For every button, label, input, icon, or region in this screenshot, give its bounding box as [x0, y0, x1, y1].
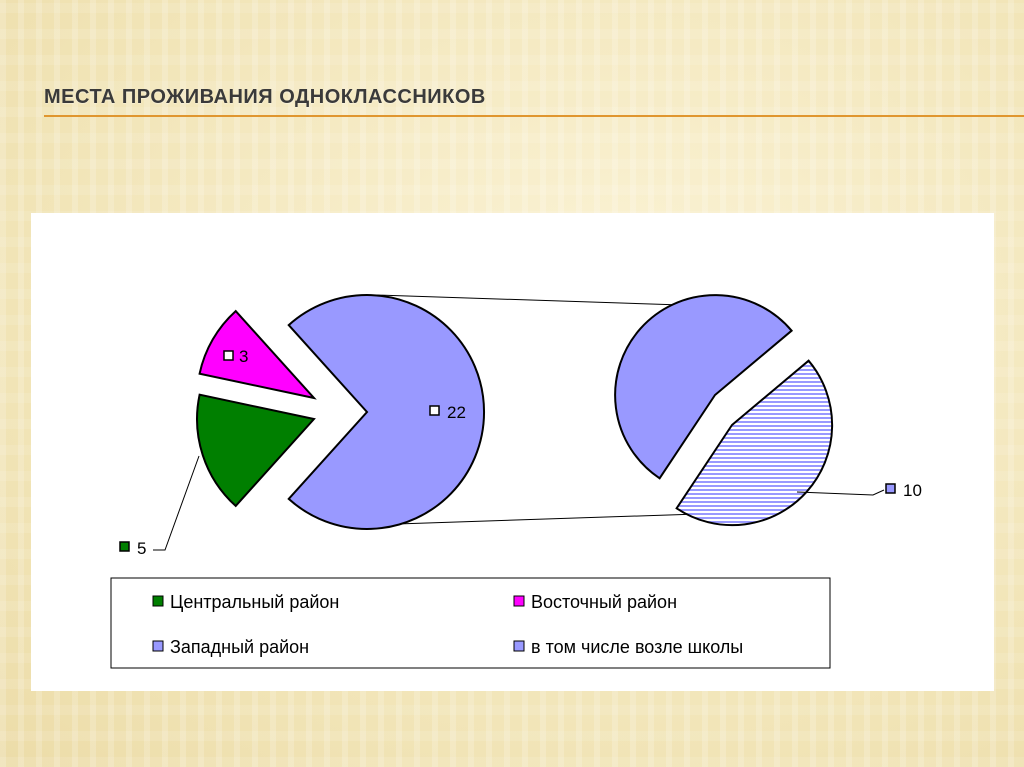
- legend-item-eastern: Восточный район: [513, 592, 677, 612]
- slide-title: МЕСТА ПРОЖИВАНИЯ ОДНОКЛАССНИКОВ: [44, 86, 486, 108]
- data-label-near-school-text: 10: [903, 481, 922, 500]
- legend-frame: [110, 577, 831, 669]
- data-label-western: 22: [429, 403, 466, 422]
- legend-label-eastern: Восточный район: [531, 592, 677, 612]
- data-label-central-text: 5: [137, 539, 146, 558]
- title-divider: [44, 115, 1024, 117]
- pie-slice-eastern: [198, 309, 317, 400]
- secondary-slice-near-school: [675, 359, 834, 527]
- legend: Центральный район Восточный район Западн…: [110, 577, 831, 669]
- data-label-near-school: 10: [885, 481, 922, 500]
- label-marker-western: [429, 405, 440, 416]
- leader-line-central: [153, 455, 200, 551]
- label-marker-near-school: [885, 483, 896, 494]
- connector-line-bottom: [396, 512, 729, 525]
- pie-slice-western: [287, 294, 486, 530]
- pie-slice-central: [196, 393, 316, 508]
- chart-panel: 3 22 5 10 Центральный район Восточный ра…: [31, 213, 994, 691]
- connector-line-top: [375, 294, 714, 307]
- legend-label-central: Центральный район: [170, 592, 339, 612]
- data-label-eastern-text: 3: [239, 347, 248, 366]
- secondary-slice-rest: [614, 294, 794, 480]
- legend-label-near-school: в том числе возле школы: [531, 637, 743, 657]
- label-marker-central: [119, 541, 130, 552]
- data-label-western-text: 22: [447, 403, 466, 422]
- label-marker-eastern: [223, 350, 234, 361]
- legend-swatch-western: [152, 640, 164, 652]
- legend-label-western: Западный район: [170, 637, 309, 657]
- legend-item-western: Западный район: [152, 637, 309, 657]
- legend-item-central: Центральный район: [152, 592, 339, 612]
- leader-line-near-school: [796, 489, 885, 496]
- legend-swatch-near-school: [513, 640, 525, 652]
- legend-swatch-eastern: [513, 595, 525, 607]
- legend-swatch-central: [152, 595, 164, 607]
- pie-of-pie-chart: 3 22 5 10 Центральный район Восточный ра…: [110, 294, 922, 669]
- legend-item-near-school: в том числе возле школы: [513, 637, 743, 657]
- data-label-central: 5: [119, 539, 146, 558]
- data-label-eastern: 3: [223, 347, 248, 366]
